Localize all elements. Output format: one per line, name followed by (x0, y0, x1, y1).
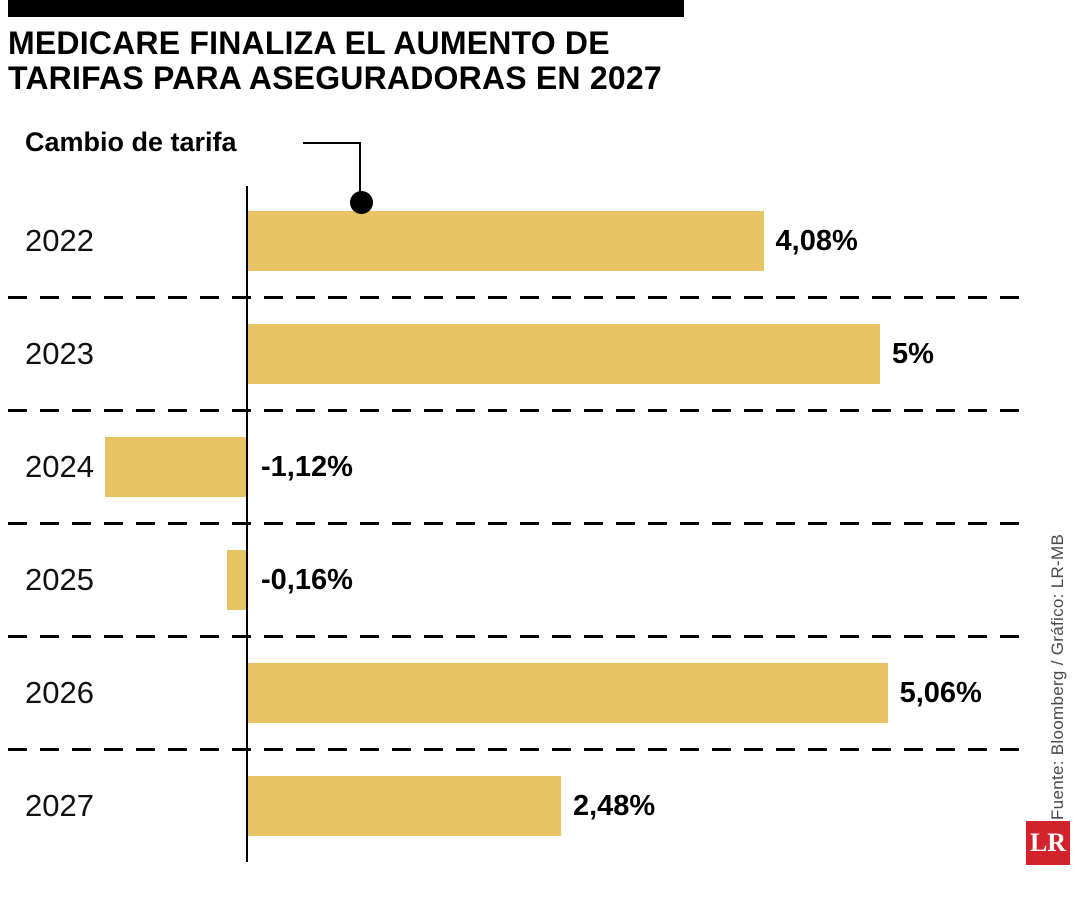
lr-logo: LR (1026, 821, 1070, 865)
zero-axis-line (246, 186, 248, 862)
value-label-2027: 2,48% (572, 790, 656, 822)
dashed-separator (8, 409, 1022, 412)
page-title: MEDICARE FINALIZA EL AUMENTO DE TARIFAS … (8, 25, 662, 97)
bar-2023 (247, 324, 880, 384)
legend-label: Cambio de tarifa (25, 127, 237, 157)
bar-2025 (226, 550, 247, 610)
chart-row-2024: 2024 -1,12% (0, 412, 1080, 522)
chart-row-2026: 2026 5,06% (0, 638, 1080, 748)
year-label-2027: 2027 (25, 788, 94, 823)
year-label-2022: 2022 (25, 223, 94, 258)
year-label-2026: 2026 (25, 675, 94, 710)
chart-row-2025: 2025 -0,16% (0, 525, 1080, 635)
chart-row-2023: 2023 5% (0, 299, 1080, 409)
value-label-2023: 5% (892, 338, 934, 370)
bar-chart: 2022 4,08% 2023 5% 2024 -1,12% 2025 -0,16% 2026 5… (0, 186, 1080, 864)
year-label-2023: 2023 (25, 336, 94, 371)
bar-2022 (247, 211, 764, 271)
bar-2026 (247, 663, 888, 723)
callout-dot-marker (350, 191, 373, 214)
source-credit: Fuente: Bloomberg / Gráfico: LR-MB (1048, 533, 1067, 820)
dashed-separator (8, 635, 1022, 638)
bar-2024 (105, 437, 247, 497)
value-label-2025: -0,16% (261, 564, 353, 596)
dashed-separator (8, 522, 1022, 525)
dashed-separator (8, 296, 1022, 299)
dashed-separator (8, 748, 1022, 751)
value-label-2024: -1,12% (261, 451, 353, 483)
year-label-2025: 2025 (25, 562, 94, 597)
value-label-2026: 5,06% (899, 677, 982, 709)
value-label-2022: 4,08% (775, 225, 858, 257)
top-accent-bar (8, 0, 684, 17)
chart-row-2022: 2022 4,08% (0, 186, 1080, 296)
callout-connector-line (303, 142, 361, 194)
year-label-2024: 2024 (25, 449, 94, 484)
chart-row-2027: 2027 2,48% (0, 751, 1080, 861)
bar-2027 (247, 776, 561, 836)
